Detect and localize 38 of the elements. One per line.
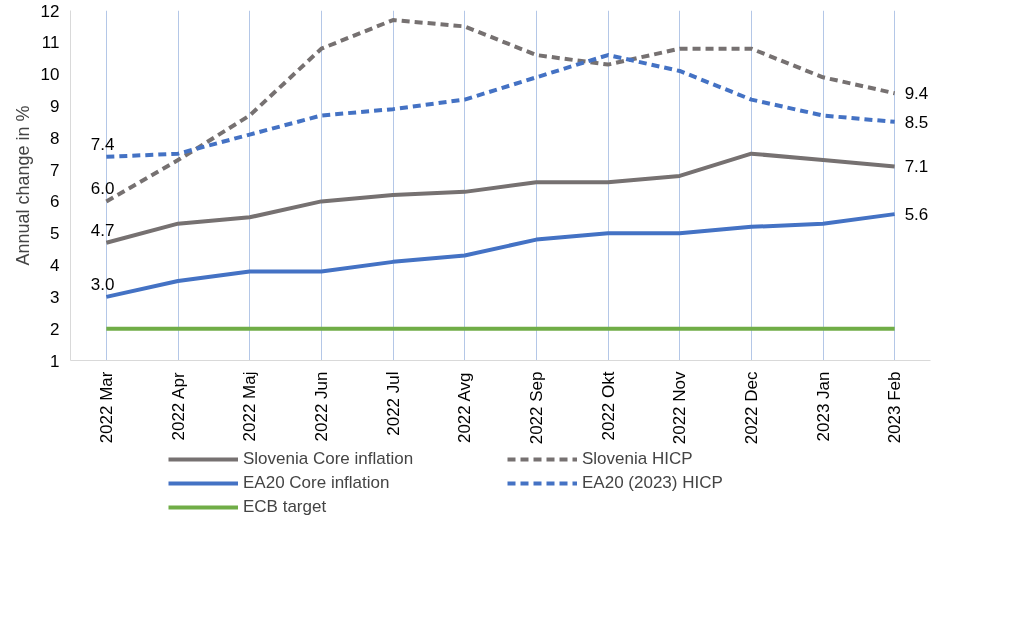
y-tick-label: 8	[50, 128, 60, 148]
y-tick-label: 4	[50, 256, 60, 276]
y-tick-label: 12	[40, 1, 60, 21]
x-tick-label: 2022 Apr	[168, 372, 188, 441]
data-label: 7.4	[90, 134, 115, 154]
data-label: 9.4	[904, 84, 929, 104]
data-label: 5.6	[904, 205, 929, 225]
legend-label: Slovenia Core inflation	[243, 449, 415, 469]
x-tick-label: 2022 Jul	[383, 371, 403, 436]
y-tick-label: 9	[50, 96, 60, 116]
x-tick-label: 2022 Mar	[96, 371, 116, 444]
data-label: 7.1	[904, 157, 929, 177]
data-label: 6.0	[90, 179, 115, 199]
data-label: 3.0	[90, 274, 115, 294]
x-tick-label: 2022 Okt	[598, 371, 618, 441]
legend-label: EA20 Core inflation	[243, 473, 391, 493]
y-tick-label: 10	[40, 65, 60, 85]
x-tick-label: 2022 Maj	[240, 371, 260, 442]
x-tick-label: 2023 Jan	[813, 371, 833, 442]
y-tick-label: 3	[50, 287, 60, 307]
x-tick-label: 2023 Feb	[885, 371, 905, 444]
y-tick-label: 5	[50, 224, 60, 244]
y-tick-label: 11	[41, 33, 60, 53]
y-tick-label: 6	[50, 192, 60, 212]
x-tick-label: 2022 Dec	[741, 371, 761, 445]
x-tick-label: 2022 Jun	[311, 371, 331, 442]
y-tick-label: 1	[50, 351, 60, 371]
x-tick-label: 2022 Avg	[455, 372, 475, 444]
x-tick-label: 2022 Nov	[670, 371, 690, 445]
legend-label: EA20 (2023) HICP	[582, 473, 724, 493]
legend-label: Slovenia HICP	[582, 449, 694, 469]
legend-label: ECB target	[243, 497, 328, 517]
y-tick-label: 7	[50, 160, 60, 180]
x-tick-label: 2022 Sep	[526, 371, 546, 445]
y-tick-label: 2	[50, 319, 60, 339]
data-label: 4.7	[90, 220, 115, 240]
data-label: 8.5	[904, 112, 929, 132]
y-axis-title: Annual change in %	[12, 105, 33, 266]
